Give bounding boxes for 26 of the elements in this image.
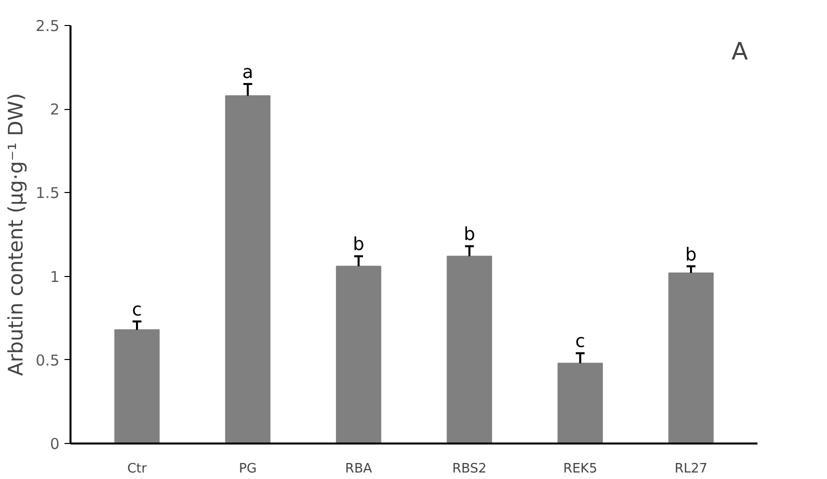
- annotation: c: [132, 299, 142, 320]
- x-tick-label: RL27: [674, 462, 708, 476]
- y-tick-label: 1: [50, 268, 60, 286]
- x-tick-label: Ctr: [127, 462, 148, 476]
- x-tick-label: REK5: [563, 462, 598, 476]
- y-tick-label: 2.5: [36, 17, 60, 35]
- y-tick-label: 1.5: [36, 184, 60, 202]
- bar: [336, 266, 382, 444]
- bar: [558, 362, 603, 444]
- y-tick-label: 2: [50, 100, 60, 119]
- annotation: A: [732, 38, 748, 66]
- y-tick-label: 0: [50, 435, 60, 453]
- x-tick-label: RBS2: [452, 462, 487, 476]
- x-tick-label: PG: [238, 462, 257, 476]
- annotation: b: [352, 234, 364, 256]
- annotation: c: [575, 331, 586, 352]
- annotation: a: [242, 62, 254, 84]
- bar: [668, 272, 714, 444]
- bar: [225, 95, 270, 444]
- annotation: b: [464, 224, 476, 246]
- bar: [446, 256, 492, 444]
- annotation: b: [685, 244, 697, 266]
- y-axis-title: Arbutin content (μg·g⁻¹ DW): [4, 93, 28, 376]
- bar: [114, 329, 160, 444]
- y-tick-label: 0.5: [36, 351, 60, 370]
- x-tick-label: RBA: [345, 462, 372, 476]
